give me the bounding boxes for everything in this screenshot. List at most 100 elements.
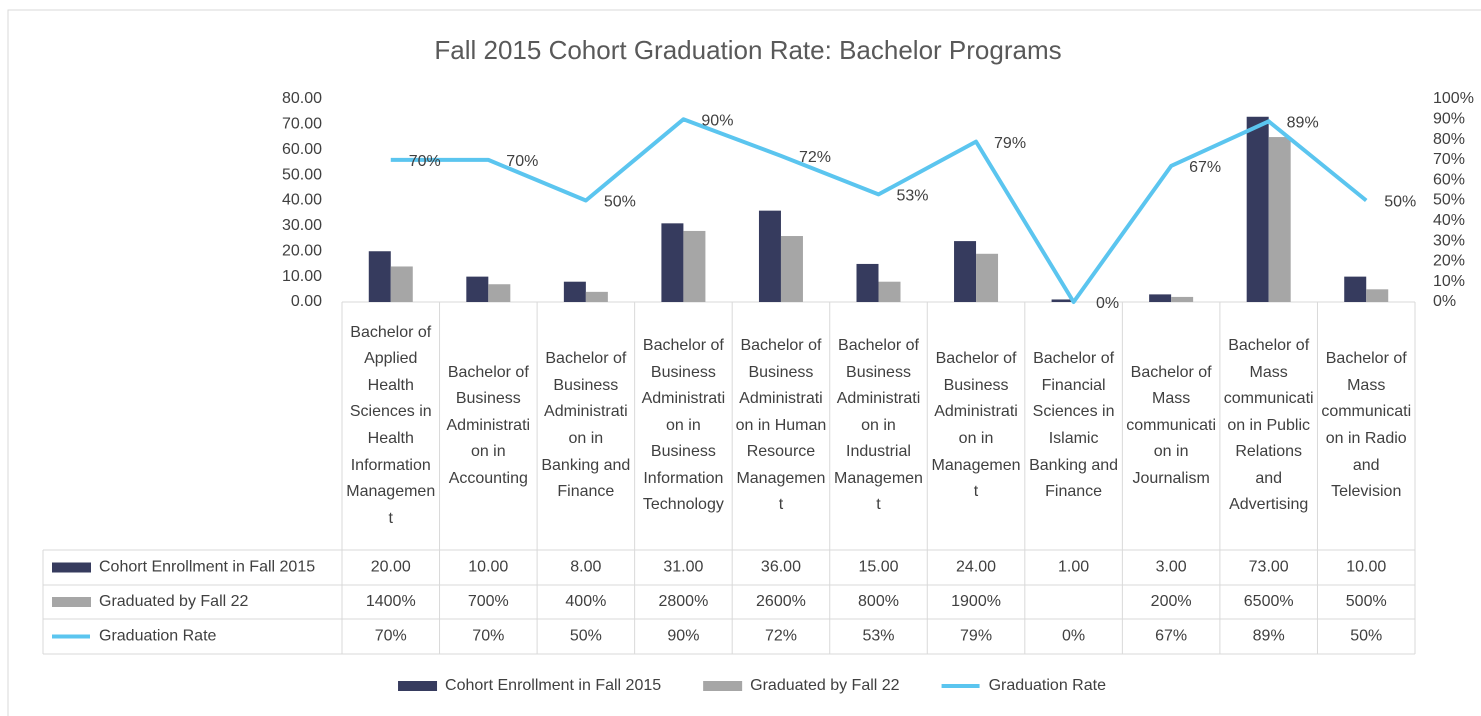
chart-title: Fall 2015 Cohort Graduation Rate: Bachel… (434, 35, 1061, 65)
bar (466, 276, 489, 302)
data-label: 70% (506, 153, 538, 170)
table-cell: 36.00 (761, 559, 801, 576)
x-tick-label: Bachelor of Business Administration in A… (446, 363, 531, 487)
table-cell: 67% (1155, 628, 1187, 645)
chart-border (7, 9, 1481, 716)
category-cell: Bachelor of Mass communication in Public… (1223, 336, 1314, 514)
y2-tick-label: 90% (1433, 111, 1465, 128)
x-tick-label: Bachelor of Mass communication in Radio … (1321, 350, 1412, 501)
data-label: 50% (1384, 194, 1416, 211)
data-label: 90% (701, 113, 733, 130)
bar (758, 210, 781, 302)
x-tick-label: Bachelor of Business Administration in B… (641, 336, 726, 514)
table-key (52, 562, 91, 573)
legend: Cohort Enrollment in Fall 2015 Graduated … (398, 677, 1106, 694)
legend-key (703, 681, 743, 691)
category-cell: Bachelor of Mass communication in Journa… (1126, 363, 1217, 487)
x-tick-label: Bachelor of Business Administration in H… (735, 336, 827, 514)
category-cell: Bachelor of Financial Sciences in Islami… (1029, 350, 1119, 501)
y2-tick-label: 40% (1433, 212, 1465, 229)
table-cell: 90% (667, 628, 699, 645)
table-cell: 400% (565, 593, 606, 610)
data-label: 50% (604, 194, 636, 211)
table-cell: 73.00 (1249, 559, 1289, 576)
bar (683, 230, 706, 302)
category-cell: Bachelor of Business Administration in I… (834, 336, 923, 514)
legend-label: Graduated by Fall 22 (750, 677, 900, 694)
x-tick-label: Bachelor of Business Administration in B… (541, 350, 631, 501)
table-cell: 1400% (366, 593, 416, 610)
y-tick-label: 0.00 (291, 293, 322, 310)
bar (488, 284, 511, 302)
bar (585, 291, 608, 302)
y-tick-label: 60.00 (282, 141, 322, 158)
bar (563, 281, 586, 302)
data-label: 67% (1189, 159, 1221, 176)
x-tick-label: Bachelor of Mass communication in Journa… (1126, 363, 1217, 487)
table-cell: 700% (468, 593, 509, 610)
table-row-header: Graduated by Fall 22 (99, 593, 249, 610)
y2-tick-label: 100% (1433, 90, 1474, 107)
y2-tick-label: 10% (1433, 273, 1465, 290)
y-tick-label: 30.00 (282, 217, 322, 234)
table-cell: 2600% (756, 593, 806, 610)
data-label: 79% (994, 135, 1026, 152)
bar (1366, 289, 1389, 302)
category-cell: Bachelor of Mass communication in Radio … (1321, 350, 1412, 501)
table-cell: 1900% (951, 593, 1001, 610)
x-tick-label: Bachelor of Business Administration in I… (834, 336, 923, 514)
table-cell: 24.00 (956, 559, 996, 576)
table-cell: 70% (375, 628, 407, 645)
table-cell: 70% (472, 628, 504, 645)
x-tick-label: Bachelor of Applied Health Sciences in H… (346, 323, 436, 527)
x-tick-label: Bachelor of Financial Sciences in Islami… (1029, 350, 1119, 501)
bar (390, 266, 413, 302)
y2-tick-label: 50% (1433, 192, 1465, 209)
table-cell: 200% (1151, 593, 1192, 610)
y2-tick-label: 70% (1433, 151, 1465, 168)
table-cell: 0% (1062, 628, 1085, 645)
line (390, 117, 1368, 304)
category-cell: Bachelor of Business Administration in B… (641, 336, 726, 514)
legend-key (398, 681, 438, 691)
table-cell: 20.00 (371, 559, 411, 576)
table-cell: 10.00 (468, 559, 508, 576)
y-tick-label: 20.00 (282, 242, 322, 259)
data-label: 72% (799, 149, 831, 166)
x-tick-label: Bachelor of Mass communication in Public… (1223, 336, 1314, 514)
y2-tick-label: 60% (1433, 171, 1465, 188)
bar (780, 236, 803, 302)
category-cell: Bachelor of Business Administration in A… (446, 363, 531, 487)
y-tick-label: 10.00 (282, 268, 322, 285)
table-row-header: Cohort Enrollment in Fall 2015 (99, 559, 315, 576)
table-cell: 72% (765, 628, 797, 645)
bar (1344, 276, 1367, 302)
table-cell: 31.00 (663, 559, 703, 576)
y2-tick-label: 80% (1433, 131, 1465, 148)
legend-label: Graduation Rate (989, 677, 1107, 694)
table-cell: 53% (862, 628, 894, 645)
y2-tick-label: 30% (1433, 232, 1465, 249)
bar (368, 251, 391, 302)
y-tick-label: 40.00 (282, 192, 322, 209)
bar (856, 263, 879, 302)
table-cell: 800% (858, 593, 899, 610)
y-tick-label: 80.00 (282, 90, 322, 107)
y-tick-label: 50.00 (282, 166, 322, 183)
bar (1051, 299, 1074, 302)
data-label: 89% (1287, 115, 1319, 132)
category-cell: Bachelor of Applied Health Sciences in H… (346, 323, 436, 527)
data-label: 53% (896, 188, 928, 205)
category-cell: Bachelor of Business Administration in H… (735, 336, 827, 514)
data-label: 0% (1096, 295, 1119, 312)
bar (976, 253, 999, 302)
category-cell: Bachelor of Business Administration in M… (932, 350, 1021, 500)
table-cell: 89% (1253, 628, 1285, 645)
table-cell: 3.00 (1156, 559, 1187, 576)
table-cell: 1.00 (1058, 559, 1089, 576)
table-cell: 500% (1346, 593, 1387, 610)
table-cell: 15.00 (858, 559, 898, 576)
y-tick-label: 70.00 (282, 116, 322, 133)
bar (1268, 137, 1291, 302)
